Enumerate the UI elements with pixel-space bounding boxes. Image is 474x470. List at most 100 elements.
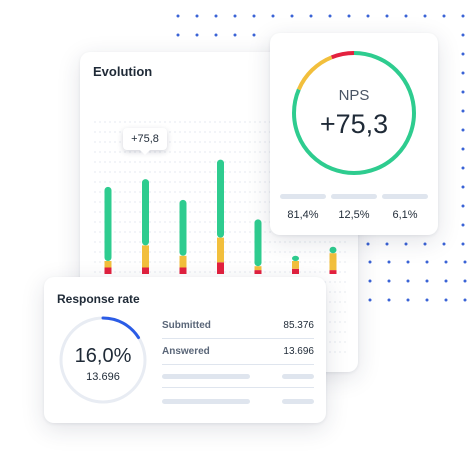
dot <box>463 260 467 264</box>
dot <box>442 242 446 246</box>
dot <box>463 298 467 302</box>
dot <box>463 279 467 283</box>
dot <box>461 204 465 208</box>
dot <box>347 14 351 18</box>
dot <box>387 298 391 302</box>
chart-tooltip: +75,8 <box>123 128 167 155</box>
dot <box>176 14 180 18</box>
dot <box>461 147 465 151</box>
placeholder-bar <box>162 374 250 379</box>
response-rate-title: Response rate <box>57 292 140 306</box>
dot <box>425 260 429 264</box>
chart-bar-segment <box>254 266 262 271</box>
chart-bar-segment <box>254 270 262 274</box>
dot <box>233 14 237 18</box>
submitted-value: 85.376 <box>283 320 314 331</box>
dot <box>271 14 275 18</box>
dot <box>387 279 391 283</box>
dot <box>425 279 429 283</box>
chart-bar-segment <box>142 179 149 246</box>
detractors-bar <box>382 194 428 199</box>
dot <box>366 242 370 246</box>
dot <box>214 33 218 37</box>
row-divider <box>162 338 314 339</box>
chart-bar-segment <box>329 246 337 254</box>
chart-bar-segment <box>254 219 262 267</box>
chart-bar-segment <box>292 268 299 274</box>
dot <box>423 242 427 246</box>
chart-bar-segment <box>292 261 299 269</box>
dot <box>461 223 465 227</box>
row-divider <box>162 387 314 388</box>
gauge-progress-arc <box>59 316 147 404</box>
row-divider <box>162 364 314 365</box>
placeholder-bar <box>162 399 250 404</box>
dot <box>461 109 465 113</box>
dot <box>385 242 389 246</box>
chart-bar-segment <box>104 261 112 268</box>
dot <box>385 14 389 18</box>
dot <box>461 242 465 246</box>
dot <box>195 14 199 18</box>
chart-bar-segment <box>142 267 149 274</box>
nps-gauge <box>292 51 416 175</box>
response-rate-percent: 16,0% <box>74 345 132 367</box>
promoters-percent: 81,4% <box>287 209 319 221</box>
dot <box>461 14 465 18</box>
evolution-title: Evolution <box>93 64 153 79</box>
dot <box>195 33 199 37</box>
nps-label: NPS <box>338 87 370 104</box>
promoters-bar <box>280 194 326 199</box>
dot <box>406 279 410 283</box>
dot <box>444 279 448 283</box>
chart-bar-segment <box>217 262 224 274</box>
chart-bar-segment <box>179 255 187 268</box>
chart-bar-segment <box>217 237 224 263</box>
dot <box>366 14 370 18</box>
dot <box>423 14 427 18</box>
dot <box>461 128 465 132</box>
dot <box>461 52 465 56</box>
chart-bar-segment <box>329 270 337 274</box>
nps-card: NPS +75,3 81,4% 12,5% 6,1% <box>270 33 438 235</box>
dot <box>461 185 465 189</box>
dot <box>176 33 180 37</box>
dot <box>368 298 372 302</box>
dot <box>309 14 313 18</box>
placeholder-bar <box>282 399 314 404</box>
passives-percent: 12,5% <box>338 209 370 221</box>
chart-bar-segment <box>217 159 224 238</box>
dot <box>290 14 294 18</box>
dot <box>252 33 256 37</box>
gauge-detractors-arc <box>292 51 416 175</box>
chart-bar-segment <box>329 253 337 271</box>
chart-bar-segment <box>179 199 187 256</box>
response-count: 13.696 <box>86 371 120 383</box>
dot <box>461 166 465 170</box>
dot <box>461 71 465 75</box>
dot <box>444 260 448 264</box>
nps-score: +75,3 <box>319 109 389 139</box>
chart-bar-segment <box>104 267 112 274</box>
detractors-percent: 6,1% <box>392 209 418 221</box>
chart-bar-segment <box>292 255 299 261</box>
dot <box>406 260 410 264</box>
dot <box>387 260 391 264</box>
dot <box>368 279 372 283</box>
passives-bar <box>331 194 377 199</box>
chart-bar-segment <box>179 267 187 274</box>
response-rate-card: Response rate 16,0% 13.696 Submitted 85.… <box>44 277 326 423</box>
dot <box>444 298 448 302</box>
dot <box>461 90 465 94</box>
dot <box>406 298 410 302</box>
answered-value: 13.696 <box>283 346 314 357</box>
dot <box>368 260 372 264</box>
dot <box>252 14 256 18</box>
dot <box>233 33 237 37</box>
dot <box>461 33 465 37</box>
response-rate-gauge <box>59 316 147 404</box>
answered-label: Answered <box>162 346 210 357</box>
dot <box>425 298 429 302</box>
dot <box>404 242 408 246</box>
chart-bar-segment <box>142 245 149 268</box>
